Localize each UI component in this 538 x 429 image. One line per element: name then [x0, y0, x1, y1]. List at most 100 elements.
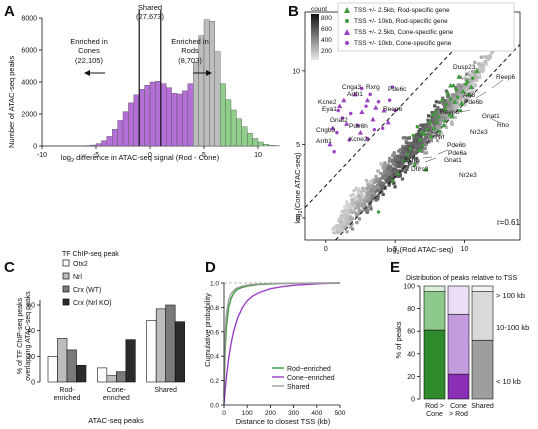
gene-point	[347, 138, 352, 142]
density-bin	[450, 119, 454, 124]
density-bin	[450, 121, 454, 125]
panel-b-ylabel: log2(Cone ATAC-seq)	[293, 152, 304, 224]
panel-b-count-tick: 200	[321, 48, 332, 55]
density-bin	[481, 62, 485, 66]
density-bin	[357, 200, 362, 204]
grouped-bar	[146, 320, 157, 383]
density-bin	[433, 104, 437, 108]
density-bin	[369, 207, 373, 211]
gene-point	[442, 106, 448, 112]
density-bin	[382, 172, 386, 176]
panel-c-legend-entry: Crx (Nrl KO)	[73, 300, 112, 307]
density-bin	[477, 62, 481, 66]
grouped-bar	[116, 371, 127, 383]
panel-b-legend: TSS +/- 2.5kb, Rod-specific gene TSS +/-…	[337, 2, 515, 52]
density-bin	[459, 84, 463, 89]
density-bin	[379, 171, 383, 175]
density-bin	[367, 197, 372, 201]
histogram-bar	[95, 143, 102, 147]
panel-a-xlabel: log2 difference in ATAC-seq signal (Rod …	[61, 153, 220, 164]
histogram-bar	[144, 84, 151, 147]
density-bin	[441, 113, 445, 117]
density-bin	[473, 60, 477, 64]
density-bin	[438, 122, 442, 126]
density-bin	[472, 77, 476, 82]
gene-point	[443, 119, 447, 123]
density-bin	[359, 189, 363, 194]
density-bin	[400, 177, 405, 181]
y-tick-label: 0	[31, 380, 35, 387]
gene-point	[464, 78, 470, 84]
y-tick-label: 0.2	[210, 378, 219, 385]
histogram-bar	[230, 109, 237, 147]
density-bin	[421, 128, 426, 133]
density-bin	[433, 117, 437, 121]
density-bin	[442, 104, 447, 109]
density-bin	[403, 148, 407, 153]
histogram-bar	[252, 138, 259, 147]
density-bin	[408, 154, 412, 158]
density-cloud	[331, 37, 501, 235]
gene-point	[417, 147, 423, 153]
gene-label: Nrl	[436, 134, 445, 141]
density-bin	[415, 135, 419, 140]
density-bin	[442, 109, 446, 113]
density-bin	[474, 78, 478, 82]
density-bin	[421, 147, 426, 151]
density-bin	[463, 89, 467, 93]
diagonal-line	[335, 44, 521, 241]
density-bin	[437, 100, 442, 104]
y-tick-label: 40	[407, 351, 415, 358]
x-tick-label: 0	[148, 152, 152, 159]
gene-point	[372, 127, 377, 132]
panel-c-legend-entry: Crx (WT)	[73, 287, 101, 294]
gene-label: Pde6a	[448, 150, 467, 157]
density-bin	[381, 174, 385, 179]
gene-point	[427, 119, 433, 125]
density-bin	[380, 181, 384, 185]
gene-point	[458, 108, 463, 113]
density-bin	[376, 183, 380, 187]
density-bin	[427, 127, 431, 131]
density-bin	[351, 198, 356, 203]
density-bin	[412, 136, 417, 141]
density-bin	[341, 222, 345, 226]
gene-point	[435, 113, 441, 119]
histogram-bar	[122, 111, 129, 147]
panel-b-gene-labels: Dusp23 Reep6 Arr3 Gnat1 Pde6b Reep6 Rho …	[316, 64, 516, 179]
density-bin	[398, 170, 402, 175]
density-bin	[406, 165, 410, 169]
density-bin	[404, 140, 408, 144]
gene-point	[405, 152, 410, 157]
density-bin	[470, 83, 474, 87]
density-bin	[461, 83, 466, 87]
density-bin	[353, 196, 358, 200]
density-bin	[476, 73, 481, 77]
density-bin	[355, 206, 359, 210]
density-bin	[419, 123, 423, 127]
density-bin	[335, 225, 339, 229]
density-bin	[408, 155, 412, 160]
density-bin	[416, 139, 420, 143]
density-bin	[355, 213, 360, 217]
density-bin	[374, 198, 378, 202]
grouped-bar	[57, 338, 68, 383]
panel-a-letter: A	[4, 3, 15, 20]
histogram-bar	[257, 141, 264, 147]
density-bin	[348, 209, 352, 213]
panel-b-count-colorbar: count 800 600 400 200	[311, 6, 332, 60]
density-bin	[365, 194, 369, 199]
panel-a-cones-count: (22,105)	[75, 56, 103, 65]
grouped-bar	[66, 349, 77, 383]
density-bin	[336, 230, 340, 235]
density-bin	[395, 163, 399, 168]
density-bin	[434, 108, 438, 112]
density-bin	[441, 119, 445, 123]
density-bin	[478, 64, 482, 68]
panel-a-shared-label: Shared	[138, 3, 162, 12]
density-bin	[430, 119, 434, 123]
grouped-bar	[125, 339, 136, 383]
panel-e-bin-label: > 100 kb	[496, 291, 525, 300]
density-bin	[479, 55, 483, 59]
histogram-bar	[246, 132, 253, 147]
